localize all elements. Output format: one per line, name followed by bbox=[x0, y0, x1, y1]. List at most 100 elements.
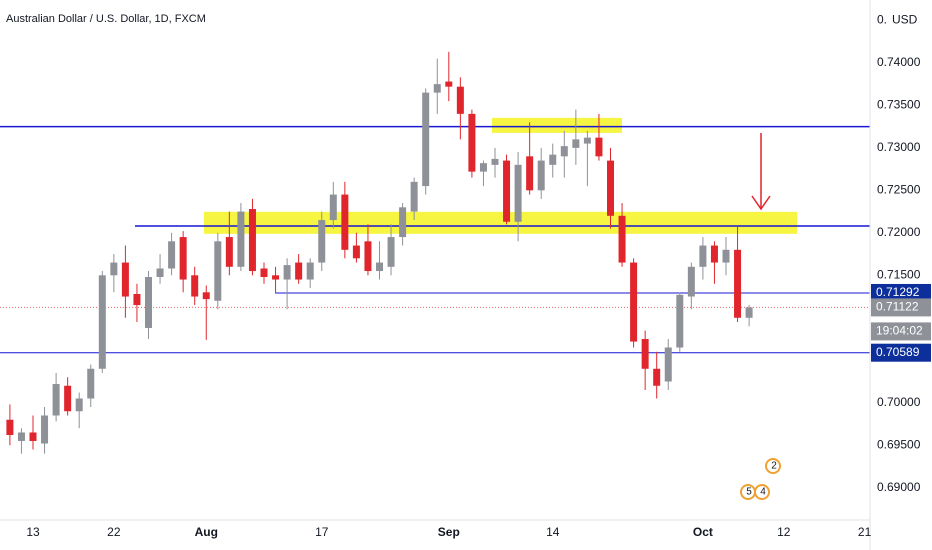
candle-body bbox=[560, 146, 568, 157]
candle-body bbox=[225, 237, 233, 267]
candle-body bbox=[87, 368, 95, 399]
price-line-label: 0.70589 bbox=[876, 345, 920, 359]
candle-body bbox=[433, 84, 441, 93]
candle-body bbox=[503, 160, 511, 222]
candle-body bbox=[514, 164, 522, 222]
last-price-label-box bbox=[871, 298, 931, 317]
candle-body bbox=[52, 384, 60, 416]
x-tick-label: 14 bbox=[546, 525, 560, 539]
candle-body bbox=[445, 81, 453, 87]
candle-body bbox=[456, 86, 464, 114]
x-tick-label: 12 bbox=[777, 525, 791, 539]
y-tick-label: 0.74000 bbox=[877, 55, 921, 69]
candle-body bbox=[237, 211, 245, 267]
x-tick-label: Sep bbox=[438, 525, 460, 539]
candle-body bbox=[295, 262, 303, 280]
x-tick-label: 22 bbox=[107, 525, 121, 539]
candle-body bbox=[191, 275, 199, 297]
candle-body bbox=[479, 163, 487, 172]
candle-body bbox=[202, 292, 210, 300]
y-tick-label: 0.73000 bbox=[877, 140, 921, 154]
candle-body bbox=[618, 215, 626, 263]
y-tick-label: 0.69000 bbox=[877, 480, 921, 494]
candle-body bbox=[549, 154, 557, 165]
arrow-head bbox=[751, 195, 771, 211]
candle-body bbox=[318, 220, 326, 263]
candle-body bbox=[41, 415, 49, 444]
candle-body bbox=[376, 262, 383, 272]
candle-body bbox=[595, 137, 603, 157]
countdown-box bbox=[871, 322, 931, 341]
y-tick-label: 0.71500 bbox=[877, 267, 921, 281]
x-tick-label: 17 bbox=[315, 525, 329, 539]
candle-body bbox=[179, 237, 187, 280]
price-line-label-box bbox=[871, 343, 931, 362]
candle-body bbox=[745, 307, 753, 318]
time-axis bbox=[0, 520, 870, 550]
candle-body bbox=[329, 194, 337, 221]
candle-body bbox=[572, 139, 580, 148]
candle-body bbox=[64, 385, 72, 412]
price-line-label: 0.71292 bbox=[876, 285, 920, 299]
x-tick-label: 13 bbox=[26, 525, 40, 539]
y-tick-label: 0.72500 bbox=[877, 182, 921, 196]
candle-body bbox=[272, 275, 280, 280]
highlight-zone bbox=[492, 117, 622, 133]
candle-body bbox=[710, 245, 718, 263]
countdown: 19:04:02 bbox=[876, 324, 923, 338]
candle-body bbox=[422, 92, 430, 187]
candle-body bbox=[722, 249, 730, 263]
highlight-zone bbox=[204, 211, 797, 234]
event-label: 4 bbox=[760, 487, 766, 498]
candle-body bbox=[133, 293, 141, 306]
candle-body bbox=[641, 339, 649, 369]
currency-label: USD bbox=[892, 13, 918, 27]
event-label: 2 bbox=[771, 461, 777, 472]
y-tick-label: 0.73500 bbox=[877, 98, 921, 112]
x-tick-label: Aug bbox=[195, 525, 218, 539]
y-tick-label: 0.69500 bbox=[877, 437, 921, 451]
chart-title: Australian Dollar / U.S. Dollar, 1D, FXC… bbox=[6, 13, 206, 25]
event-marker bbox=[754, 484, 770, 500]
candle-body bbox=[156, 268, 164, 277]
candle-body bbox=[699, 245, 707, 267]
candle-body bbox=[630, 262, 638, 342]
last-price-label: 0.71122 bbox=[876, 300, 919, 314]
candle-body bbox=[17, 432, 25, 441]
event-marker bbox=[765, 458, 781, 474]
candle-body bbox=[410, 181, 418, 212]
candle-body bbox=[29, 432, 37, 441]
y-tick-label: 0.72000 bbox=[877, 225, 921, 239]
candle-body bbox=[75, 398, 83, 412]
candle-body bbox=[260, 268, 268, 277]
candle-body bbox=[676, 294, 684, 348]
candle-body bbox=[283, 265, 291, 280]
candle-body bbox=[306, 262, 314, 280]
candle-body bbox=[607, 160, 614, 216]
price-line-label-box bbox=[871, 283, 931, 302]
candle-body bbox=[399, 207, 407, 238]
candle-body bbox=[6, 419, 14, 436]
candle-body bbox=[364, 241, 372, 272]
candle-body bbox=[387, 237, 395, 267]
candle-body bbox=[98, 275, 106, 369]
candle-body bbox=[491, 158, 499, 165]
candle-body bbox=[352, 245, 360, 259]
y-tick-label: 0.70000 bbox=[877, 395, 921, 409]
x-tick-label: 21 bbox=[858, 525, 872, 539]
y-tick-label: 0. bbox=[877, 13, 887, 27]
candle-body bbox=[583, 137, 591, 144]
candle-body bbox=[341, 194, 349, 250]
candle-body bbox=[214, 241, 222, 301]
candle-body bbox=[664, 347, 672, 382]
candle-body bbox=[121, 262, 129, 297]
candle-body bbox=[145, 276, 152, 328]
candle-body bbox=[653, 368, 661, 386]
candle-body bbox=[248, 209, 256, 272]
candle-body bbox=[168, 241, 176, 269]
event-label: 5 bbox=[746, 487, 752, 498]
candle-body bbox=[468, 113, 476, 172]
